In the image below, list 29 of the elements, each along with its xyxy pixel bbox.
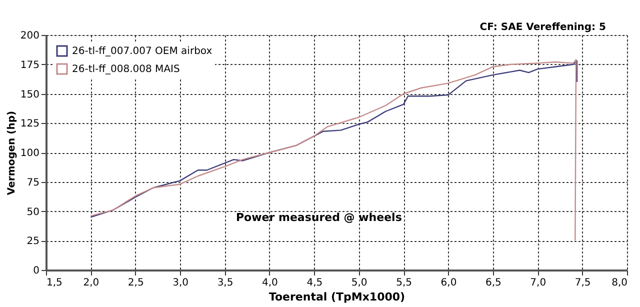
x-tick-label: 4,5 xyxy=(306,278,323,288)
x-tick-label: 6,5 xyxy=(485,278,502,288)
legend-label: 26-tl-ff_008.008 MAIS xyxy=(72,64,180,75)
x-tick-label: 4,0 xyxy=(262,278,278,288)
x-tick-label: 5,0 xyxy=(351,278,368,288)
y-tick-label: 200 xyxy=(20,30,40,42)
y-tick-label: 0 xyxy=(33,266,40,276)
y-tick-label: 100 xyxy=(20,148,40,159)
y-tick-label: 125 xyxy=(20,118,40,130)
x-tick-label: 8,0 xyxy=(612,278,628,288)
y-tick-label: 150 xyxy=(20,89,40,100)
y-tick-label: 175 xyxy=(20,60,40,71)
x-axis-title: Toerental (TpMx1000) xyxy=(268,290,406,304)
y-tick-label: 50 xyxy=(26,206,40,218)
text: CF: SAE Vereffening: 5 xyxy=(480,22,606,33)
x-tick-label: 3,5 xyxy=(217,278,234,288)
legend-label: 26-tl-ff_007.007 OEM airbox xyxy=(72,46,212,57)
x-tick-label: 3,0 xyxy=(172,278,189,288)
y-tick-label: 75 xyxy=(26,177,40,188)
y-tick-label: 25 xyxy=(26,236,40,248)
x-tick-label: 7,0 xyxy=(530,278,546,288)
x-tick-label: 6,0 xyxy=(440,278,457,288)
y-axis-title: Vermogen (hp) xyxy=(6,110,18,196)
annotation: Power measured @ wheels xyxy=(236,211,402,224)
x-tick-label: 5,5 xyxy=(396,278,412,288)
x-tick-label: 2,0 xyxy=(83,278,100,288)
x-tick-label: 2,5 xyxy=(128,278,144,288)
x-tick-label: 7,5 xyxy=(574,278,591,288)
x-tick-label: 1,5 xyxy=(46,278,62,288)
